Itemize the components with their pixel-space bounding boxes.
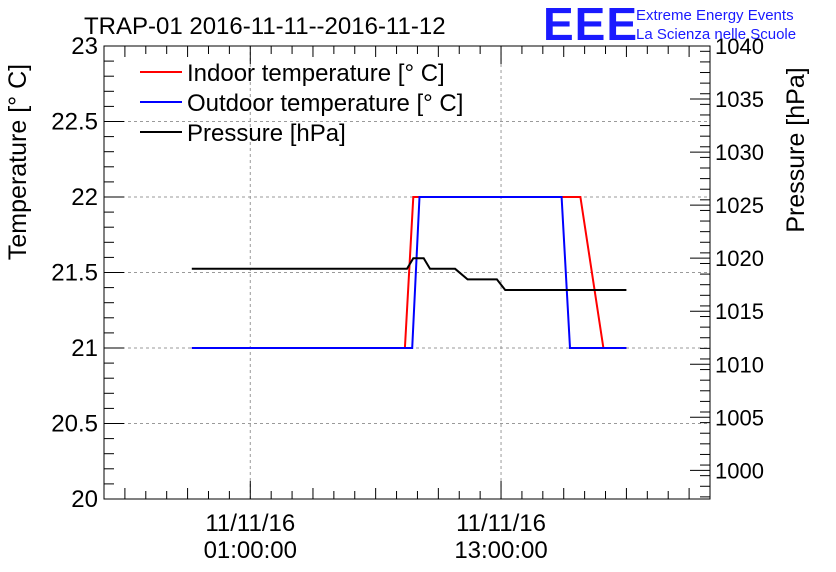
x-tick-label-time: 01:00:00: [204, 537, 297, 564]
x-tick-label-date: 11/11/16: [205, 510, 295, 537]
y2-tick-label: 1005: [715, 405, 764, 430]
y-tick-label: 21.5: [51, 260, 98, 287]
x-tick-label-time: 13:00:00: [454, 537, 547, 564]
legend-label-2: Pressure [hPa]: [187, 120, 346, 147]
axis-ticks: [104, 45, 710, 500]
eee-logo-line1: Extreme Energy Events: [636, 7, 794, 24]
y-axis-label: Temperature [° C]: [4, 64, 32, 260]
y-tick-label: 23: [71, 33, 98, 60]
eee-logo: EEE Extreme Energy Events La Scienza nel…: [543, 0, 796, 50]
y2-axis-label: Pressure [hPa]: [782, 67, 810, 232]
series-line-1: [191, 196, 627, 349]
y-tick-label: 20.5: [51, 411, 98, 438]
y-tick-label: 20: [71, 486, 98, 513]
chart-title: TRAP-01 2016-11-11--2016-11-12: [84, 13, 446, 40]
y2-tick-label: 1015: [715, 299, 764, 324]
tick-labels: 20 20.5 21 21.5 22 22.5 23 1000 1005 1010 1015 1020…: [51, 33, 764, 564]
series-lines: [191, 196, 627, 349]
y-tick-label: 22: [71, 184, 98, 211]
legend-label-1: Outdoor temperature [° C]: [187, 90, 463, 117]
y2-tick-label: 1000: [715, 458, 764, 483]
y2-tick-label: 1010: [715, 352, 764, 377]
y-tick-label: 21: [71, 335, 98, 362]
x-tick-label-date: 11/11/16: [456, 510, 546, 537]
y2-tick-label: 1035: [715, 87, 764, 112]
eee-logo-line2: La Scienza nelle Scuole: [636, 26, 796, 43]
y2-tick-label: 1030: [715, 140, 764, 165]
legend-label-0: Indoor temperature [° C]: [187, 60, 445, 87]
y2-tick-label: 1040: [715, 34, 764, 59]
y2-tick-label: 1025: [715, 193, 764, 218]
y-tick-label: 22.5: [51, 109, 98, 136]
series-line-2: [191, 257, 627, 291]
eee-logo-mark: EEE: [543, 0, 638, 50]
y2-tick-label: 1020: [715, 246, 764, 271]
legend: Indoor temperature [° C] Outdoor temperat…: [140, 60, 463, 147]
